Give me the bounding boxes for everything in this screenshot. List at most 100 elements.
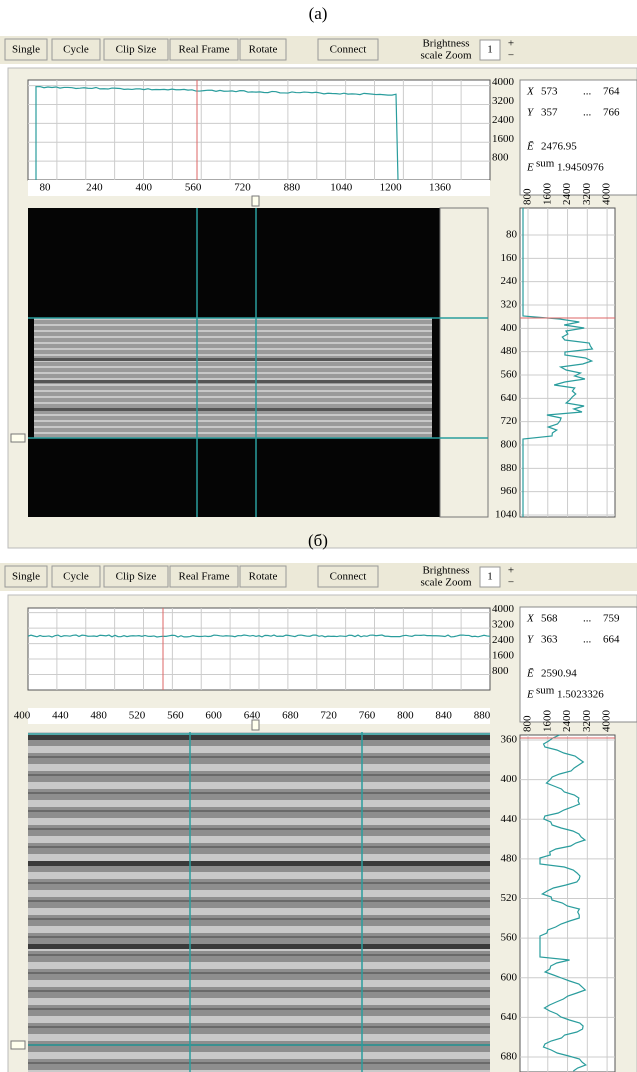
x-tick-label: 1200 bbox=[380, 182, 403, 194]
x-axis-strip bbox=[28, 708, 490, 724]
info-e-sum-sup: sum bbox=[536, 685, 555, 697]
y-tick-label: 4000 bbox=[492, 76, 515, 88]
toolbar-button-label: Connect bbox=[330, 571, 367, 583]
info-y-sep: ... bbox=[583, 634, 592, 646]
side-x-tick-label: 800 bbox=[522, 715, 534, 732]
toolbar-button-label: Single bbox=[12, 571, 40, 583]
info-y-from: 357 bbox=[541, 107, 558, 119]
side-y-tick-label: 720 bbox=[501, 415, 518, 427]
side-x-tick-label: 3200 bbox=[581, 710, 593, 733]
info-e-sum: 1.5023326 bbox=[557, 689, 604, 701]
toolbar-button-label: Real Frame bbox=[178, 571, 229, 583]
x-tick-label: 1360 bbox=[429, 182, 452, 194]
side-profile bbox=[539, 734, 587, 1072]
info-e-mean_label: Ē bbox=[526, 668, 534, 680]
panel: (б) Single Cycle Clip Size Real Frame Rotate C… bbox=[0, 531, 637, 1072]
image-pane bbox=[28, 732, 490, 1072]
y-tick-label: 1600 bbox=[492, 650, 515, 662]
image-dark-line bbox=[34, 380, 432, 383]
side-y-tick-label: 680 bbox=[501, 1051, 518, 1063]
side-x-tick-label: 2400 bbox=[561, 183, 573, 206]
side-y-tick-label: 400 bbox=[501, 322, 518, 334]
y-tick-label: 800 bbox=[492, 665, 509, 677]
zoom-label: scale Zoom bbox=[420, 50, 471, 62]
x-tick-label: 840 bbox=[435, 710, 452, 722]
image-dark-line bbox=[28, 861, 490, 866]
x-tick-label: 680 bbox=[282, 710, 299, 722]
side-y-tick-label: 880 bbox=[501, 462, 518, 474]
side-y-tick-label: 80 bbox=[506, 229, 518, 241]
toolbar-button[interactable] bbox=[317, 565, 379, 588]
zoom-plus: + bbox=[508, 38, 514, 50]
info-x-label: X bbox=[526, 613, 535, 625]
brightness-label: Brightness bbox=[422, 565, 469, 577]
info-x-to: 759 bbox=[603, 613, 620, 625]
y-tick-label: 2400 bbox=[492, 114, 515, 126]
image-margin bbox=[439, 207, 489, 518]
zoom-minus: − bbox=[508, 50, 514, 62]
info-y-from: 363 bbox=[541, 634, 558, 646]
side-y-tick-label: 400 bbox=[501, 773, 518, 785]
toolbar-button-label: Cycle bbox=[63, 571, 89, 583]
toolbar-button[interactable] bbox=[103, 565, 169, 588]
side-x-tick-label: 1600 bbox=[541, 183, 553, 206]
toolbar-button[interactable] bbox=[169, 38, 239, 61]
side-x-tick-label: 2400 bbox=[561, 710, 573, 733]
info-e-sum-sup: sum bbox=[536, 158, 555, 170]
image-dark-line bbox=[34, 408, 432, 411]
image-dark-line bbox=[28, 944, 490, 949]
side-x-tick-label: 4000 bbox=[601, 183, 613, 206]
image-clip bbox=[10, 732, 616, 1072]
zoom-value: 1 bbox=[487, 571, 493, 583]
info-e-sum_label: E bbox=[526, 162, 534, 174]
toolbar-button[interactable] bbox=[4, 38, 48, 61]
toolbar-button[interactable] bbox=[239, 565, 287, 588]
toolbar-button-label: Real Frame bbox=[178, 44, 229, 56]
side-y-tick-label: 960 bbox=[501, 485, 518, 497]
zoom-box bbox=[479, 566, 501, 588]
side-y-tick-label: 360 bbox=[501, 734, 518, 746]
side-profile bbox=[522, 208, 594, 517]
toolbar-button[interactable] bbox=[239, 38, 287, 61]
image-dark-line bbox=[28, 735, 490, 740]
toolbar-button[interactable] bbox=[51, 565, 101, 588]
x-tick-label: 880 bbox=[284, 182, 301, 194]
info-e-mean: 2590.94 bbox=[541, 668, 577, 680]
x-tick-label: 80 bbox=[40, 182, 52, 194]
y-tick-label: 2400 bbox=[492, 634, 515, 646]
zoom-plus: + bbox=[508, 565, 514, 577]
toolbar-button[interactable] bbox=[317, 38, 379, 61]
x-tick-label: 880 bbox=[474, 710, 491, 722]
info-x-from: 568 bbox=[541, 613, 558, 625]
info-x-from: 573 bbox=[541, 86, 558, 98]
side-x-tick-label: 1600 bbox=[541, 710, 553, 733]
toolbar-button[interactable] bbox=[51, 38, 101, 61]
x-tick-label: 720 bbox=[320, 710, 337, 722]
x-tick-label: 800 bbox=[397, 710, 414, 722]
side-y-tick-label: 480 bbox=[501, 852, 518, 864]
toolbar-button[interactable] bbox=[103, 38, 169, 61]
x-tick-label: 400 bbox=[136, 182, 153, 194]
toolbar-button[interactable] bbox=[169, 565, 239, 588]
side-y-tick-label: 520 bbox=[501, 892, 518, 904]
info-y-to: 766 bbox=[603, 107, 620, 119]
side-y-tick-label: 560 bbox=[501, 932, 518, 944]
side-x-tick-label: 4000 bbox=[601, 710, 613, 733]
zoom-label: scale Zoom bbox=[420, 577, 471, 589]
y-tick-label: 3200 bbox=[492, 95, 515, 107]
side-y-tick-label: 640 bbox=[501, 1011, 518, 1023]
x-tick-label: 560 bbox=[185, 182, 202, 194]
info-e-mean_label: Ē bbox=[526, 141, 534, 153]
side-y-tick-label: 240 bbox=[501, 275, 518, 287]
toolbar-button[interactable] bbox=[4, 565, 48, 588]
toolbar-button-label: Rotate bbox=[249, 44, 278, 56]
x-tick-label: 720 bbox=[234, 182, 251, 194]
x-tick-label: 1040 bbox=[330, 182, 353, 194]
x-tick-label: 560 bbox=[167, 710, 184, 722]
zoom-minus: − bbox=[508, 577, 514, 589]
info-y-sep: ... bbox=[583, 107, 592, 119]
side-y-tick-label: 640 bbox=[501, 392, 518, 404]
info-box bbox=[519, 606, 637, 723]
x-axis-strip bbox=[28, 180, 490, 196]
